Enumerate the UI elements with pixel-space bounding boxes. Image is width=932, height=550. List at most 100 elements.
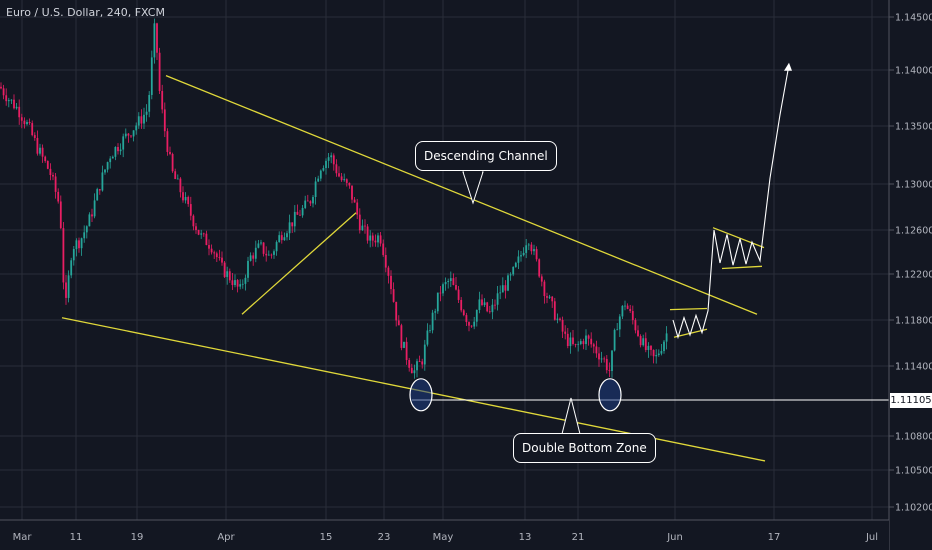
candle-body [546, 296, 548, 298]
time-axis-bg [0, 520, 889, 550]
candle-body [371, 235, 374, 241]
candle-body [509, 274, 512, 276]
trendline-swing-up [241, 212, 357, 315]
candle-body [176, 178, 179, 180]
candle-body [366, 226, 369, 241]
candle-body [608, 370, 611, 372]
candle-body [665, 333, 668, 342]
candle-body [473, 321, 476, 327]
candle-body [374, 240, 377, 243]
candle-body [499, 292, 502, 294]
candle-body [556, 318, 559, 320]
candle-body [59, 201, 62, 229]
candle-body [613, 329, 616, 351]
candle-body [319, 170, 322, 179]
candle-body [93, 200, 96, 217]
candle-body [582, 341, 585, 345]
candle-body [379, 235, 382, 244]
candle-body [80, 238, 83, 249]
candle-body [345, 179, 348, 183]
candle-body [10, 99, 13, 101]
candle-body [436, 292, 439, 312]
candle-body [452, 278, 455, 285]
time-tick-label: 23 [378, 532, 391, 543]
double-bottom-label: Double Bottom Zone [513, 433, 656, 463]
candle-body [109, 158, 112, 163]
time-tick-label: Jul [865, 532, 878, 543]
candle-body [44, 156, 47, 161]
candle-body [150, 57, 153, 95]
trendline-channel-upper [165, 74, 758, 315]
candle-body [241, 283, 244, 285]
candle-body [182, 192, 184, 201]
candle-body [5, 95, 8, 102]
candle-body [31, 123, 34, 136]
candle-body [517, 256, 520, 263]
candle-body [226, 271, 229, 277]
candle-body [496, 293, 499, 305]
candle-body [156, 23, 158, 53]
price-tick-label: 1.14500 [895, 13, 932, 24]
candle-body [13, 99, 15, 109]
candle-body [91, 214, 93, 217]
candle-body [200, 233, 203, 235]
candle-body [124, 133, 127, 137]
candle-body [85, 226, 88, 233]
candle-body [353, 199, 356, 203]
candle-body [512, 266, 515, 275]
candle-body [239, 284, 242, 287]
candle-body [356, 202, 359, 215]
candle-body [244, 277, 247, 284]
candle-body [540, 276, 543, 282]
candle-body [423, 344, 426, 365]
candle-body [163, 109, 166, 132]
candle-body [655, 355, 658, 357]
candle-body [551, 296, 554, 302]
candle-body [119, 149, 122, 152]
candle-body [652, 349, 655, 357]
candle-body [488, 311, 491, 313]
candle-body [647, 345, 650, 351]
candle-body [280, 235, 283, 241]
candle-body [179, 178, 182, 193]
candle-body [574, 344, 577, 345]
candle-body [111, 156, 114, 159]
price-tick-label: 1.13000 [895, 180, 932, 191]
candle-body [275, 242, 278, 252]
candle-body [189, 204, 192, 216]
time-tick-label: 17 [768, 532, 781, 543]
candle-body [127, 133, 130, 136]
candle-body [20, 117, 23, 121]
candle-body [598, 353, 600, 360]
candle-body [65, 282, 67, 298]
candle-body [249, 255, 252, 261]
candle-body [405, 341, 408, 360]
candle-body [278, 235, 281, 243]
candle-body [590, 338, 593, 345]
candle-body [304, 200, 307, 208]
candle-body [348, 182, 351, 186]
candle-body [611, 350, 613, 372]
candle-body [7, 100, 10, 102]
time-axis[interactable]: Mar 11 19 Apr 15 23 May 13 21 Jun 17 Jul [0, 519, 889, 550]
price-tick-label: 1.11400 [895, 362, 932, 373]
candle-body [132, 130, 135, 137]
candle-body [478, 299, 481, 310]
candle-body [408, 359, 411, 368]
candle-body [52, 175, 54, 177]
candle-body [470, 325, 473, 327]
candle-body [579, 341, 582, 344]
candlestick-series [0, 18, 668, 379]
candle-body [39, 147, 41, 154]
candle-body [135, 125, 138, 131]
candle-body [15, 106, 18, 109]
price-axis[interactable]: 1.14500 1.14000 1.13500 1.13000 1.12600 1.122… [888, 0, 932, 550]
candle-body [621, 305, 624, 317]
candle-body [145, 111, 148, 115]
candle-body [174, 171, 177, 179]
candle-body [465, 315, 468, 323]
candle-body [447, 280, 450, 282]
candle-body [265, 253, 268, 256]
candle-body [98, 189, 101, 191]
